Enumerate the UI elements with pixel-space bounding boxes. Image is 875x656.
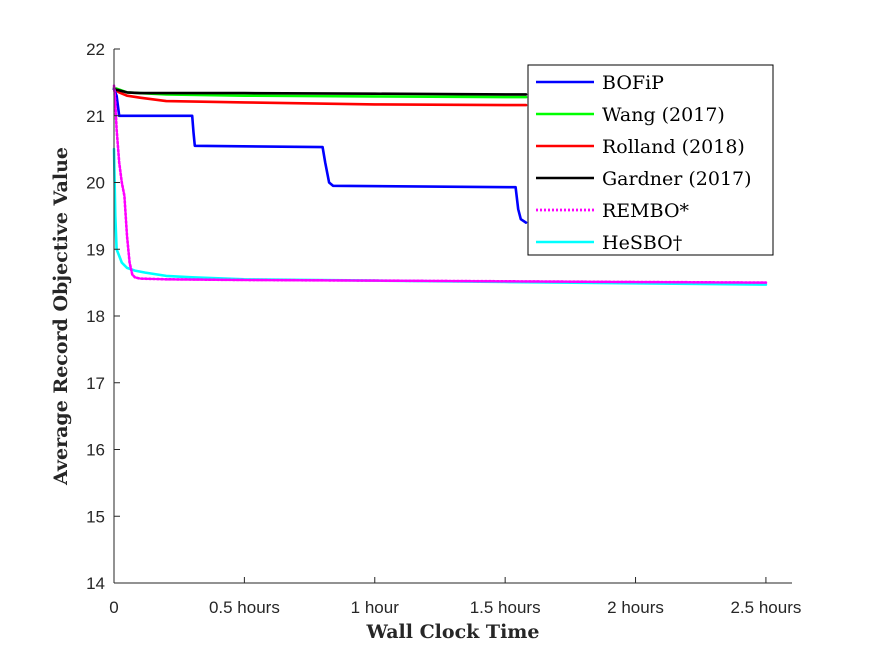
legend-items: BOFiP Wang (2017) Rolland (2018) Gardner (2… xyxy=(536,72,752,254)
x-axis-label: Wall Clock Time xyxy=(366,621,540,643)
x-tick-label: 0.5 hours xyxy=(209,598,280,617)
y-tick-label: 14 xyxy=(86,574,105,593)
y-axis-label: Average Record Objective Value xyxy=(50,147,72,486)
series-line-rembo xyxy=(112,84,768,284)
legend-label: Rolland (2018) xyxy=(602,136,745,158)
legend-label: Gardner (2017) xyxy=(602,168,752,190)
x-tick-label: 2.5 hours xyxy=(730,598,801,617)
legend-label: HeSBO† xyxy=(602,232,682,254)
x-tick-label: 0 xyxy=(109,598,118,617)
series-layer xyxy=(112,84,768,286)
y-tick-label: 17 xyxy=(86,374,105,393)
x-tick-label: 2 hours xyxy=(607,598,664,617)
legend-label: Wang (2017) xyxy=(602,104,725,126)
y-tick-label: 16 xyxy=(86,441,105,460)
y-tick-label: 20 xyxy=(86,174,105,193)
y-tick-label: 18 xyxy=(86,307,105,326)
y-tick-label: 21 xyxy=(86,107,105,126)
y-tick-label: 22 xyxy=(86,40,105,59)
legend-label: REMBO* xyxy=(602,200,690,222)
series-line-gardner-2017 xyxy=(112,87,528,96)
legend-label: BOFiP xyxy=(602,72,664,94)
legend: BOFiP Wang (2017) Rolland (2018) Gardner (2… xyxy=(527,64,774,256)
series-line-rolland-2018 xyxy=(112,87,528,107)
y-ticks: 14 15 16 17 18 19 20 21 22 xyxy=(86,40,120,593)
x-tick-label: 1 hour xyxy=(351,598,400,617)
x-tick-label: 1.5 hours xyxy=(470,598,541,617)
series-line-bofip xyxy=(112,87,528,224)
y-tick-label: 19 xyxy=(86,240,105,259)
y-tick-label: 15 xyxy=(86,507,105,526)
legend-box xyxy=(527,64,774,256)
x-ticks: 0 0.5 hours 1 hour 1.5 hours 2 hours 2.5 hour… xyxy=(109,577,801,617)
